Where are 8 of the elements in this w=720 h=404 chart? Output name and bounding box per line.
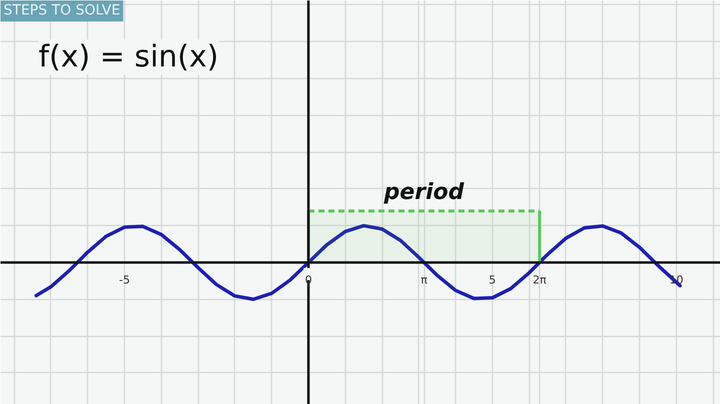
chart-subtitle: STEPS TO SOLVE bbox=[4, 2, 120, 18]
x-tick-label: 2π bbox=[532, 273, 547, 286]
x-tick-label: -5 bbox=[119, 273, 130, 286]
chart-title: f(x) = sin(x) bbox=[38, 40, 219, 74]
x-tick-label: 0 bbox=[304, 273, 312, 286]
x-tick-label: 5 bbox=[488, 273, 496, 286]
x-tick-label: π bbox=[420, 273, 428, 286]
band-label: period bbox=[383, 180, 464, 205]
